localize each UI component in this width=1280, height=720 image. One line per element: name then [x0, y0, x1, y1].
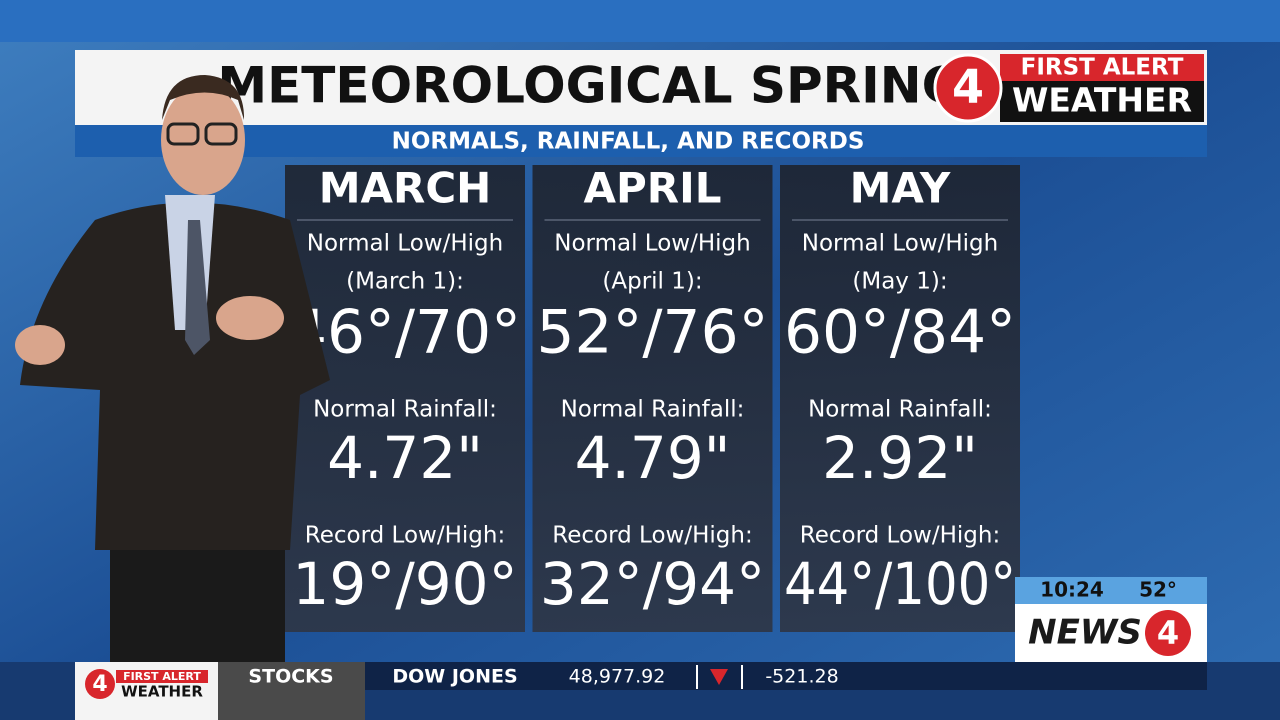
ticker-section: STOCKS	[248, 666, 333, 688]
temperature: 52°	[1139, 578, 1177, 602]
ticker-change: -521.28	[765, 666, 838, 688]
ticker-section-box	[218, 662, 365, 720]
record-label: Record Low/High:	[552, 523, 752, 549]
status-bar	[1015, 577, 1207, 604]
normal-date: (March 1):	[346, 269, 464, 295]
record-label: Record Low/High:	[305, 523, 505, 549]
record-value: 19°/90°	[292, 550, 517, 618]
normal-label: Normal Low/High	[554, 231, 750, 257]
logo-black	[1000, 81, 1204, 122]
normal-label: Normal Low/High	[802, 231, 998, 257]
station-circle	[1145, 610, 1191, 656]
normal-value: 46°/70°	[289, 298, 521, 368]
columns: MARCH Normal Low/High (March 1): 46°/70° Nor…	[285, 164, 1020, 632]
down-arrow	[710, 669, 728, 685]
month: MAY	[850, 164, 951, 213]
rain-value: 2.92"	[822, 424, 978, 492]
month: MARCH	[319, 164, 492, 213]
column-panel	[532, 165, 773, 632]
record-value: 44°/100°	[784, 550, 1016, 618]
ticker-index: DOW JONES	[392, 666, 517, 688]
logo-red	[1000, 54, 1204, 81]
subtitle: NORMALS, RAINFALL, AND RECORDS	[392, 129, 865, 155]
top-band	[0, 0, 1280, 42]
column-panel	[285, 165, 525, 632]
rain-label: Normal Rainfall:	[561, 397, 745, 423]
time: 10:24	[1040, 578, 1104, 602]
normal-label: Normal Low/High	[307, 231, 503, 257]
normal-date: (May 1):	[852, 269, 947, 295]
station-number: 4	[1157, 614, 1179, 652]
logo-number: 4	[952, 60, 984, 114]
rain-label: Normal Rainfall:	[313, 397, 497, 423]
month: APRIL	[583, 164, 721, 213]
ticker-value: 48,977.92	[569, 666, 666, 688]
subtitle-bar	[75, 125, 1207, 157]
rain-value: 4.72"	[327, 424, 483, 492]
column-panel	[780, 165, 1020, 632]
logo-circle	[933, 53, 1003, 123]
record-label: Record Low/High:	[800, 523, 1000, 549]
normal-date: (April 1):	[602, 269, 702, 295]
logo-line1: FIRST ALERT	[1021, 55, 1184, 81]
logo-line2: WEATHER	[1012, 81, 1192, 120]
station: NEWS	[1028, 613, 1142, 653]
ticker-logo-red	[116, 670, 208, 683]
ticker-logo-number: 4	[92, 672, 107, 697]
ticker-logo-line1: FIRST ALERT	[123, 670, 201, 683]
rain-value: 4.79"	[575, 424, 731, 492]
record-value: 32°/94°	[540, 550, 765, 618]
presenter	[15, 75, 330, 665]
normal-value: 60°/84°	[784, 298, 1016, 368]
normal-value: 52°/76°	[537, 298, 769, 368]
ticker-logo-circle	[85, 669, 115, 699]
title: METEOROLOGICAL SPRING	[217, 57, 962, 115]
rain-label: Normal Rainfall:	[808, 397, 992, 423]
ticker-logo-line2: WEATHER	[121, 683, 203, 701]
